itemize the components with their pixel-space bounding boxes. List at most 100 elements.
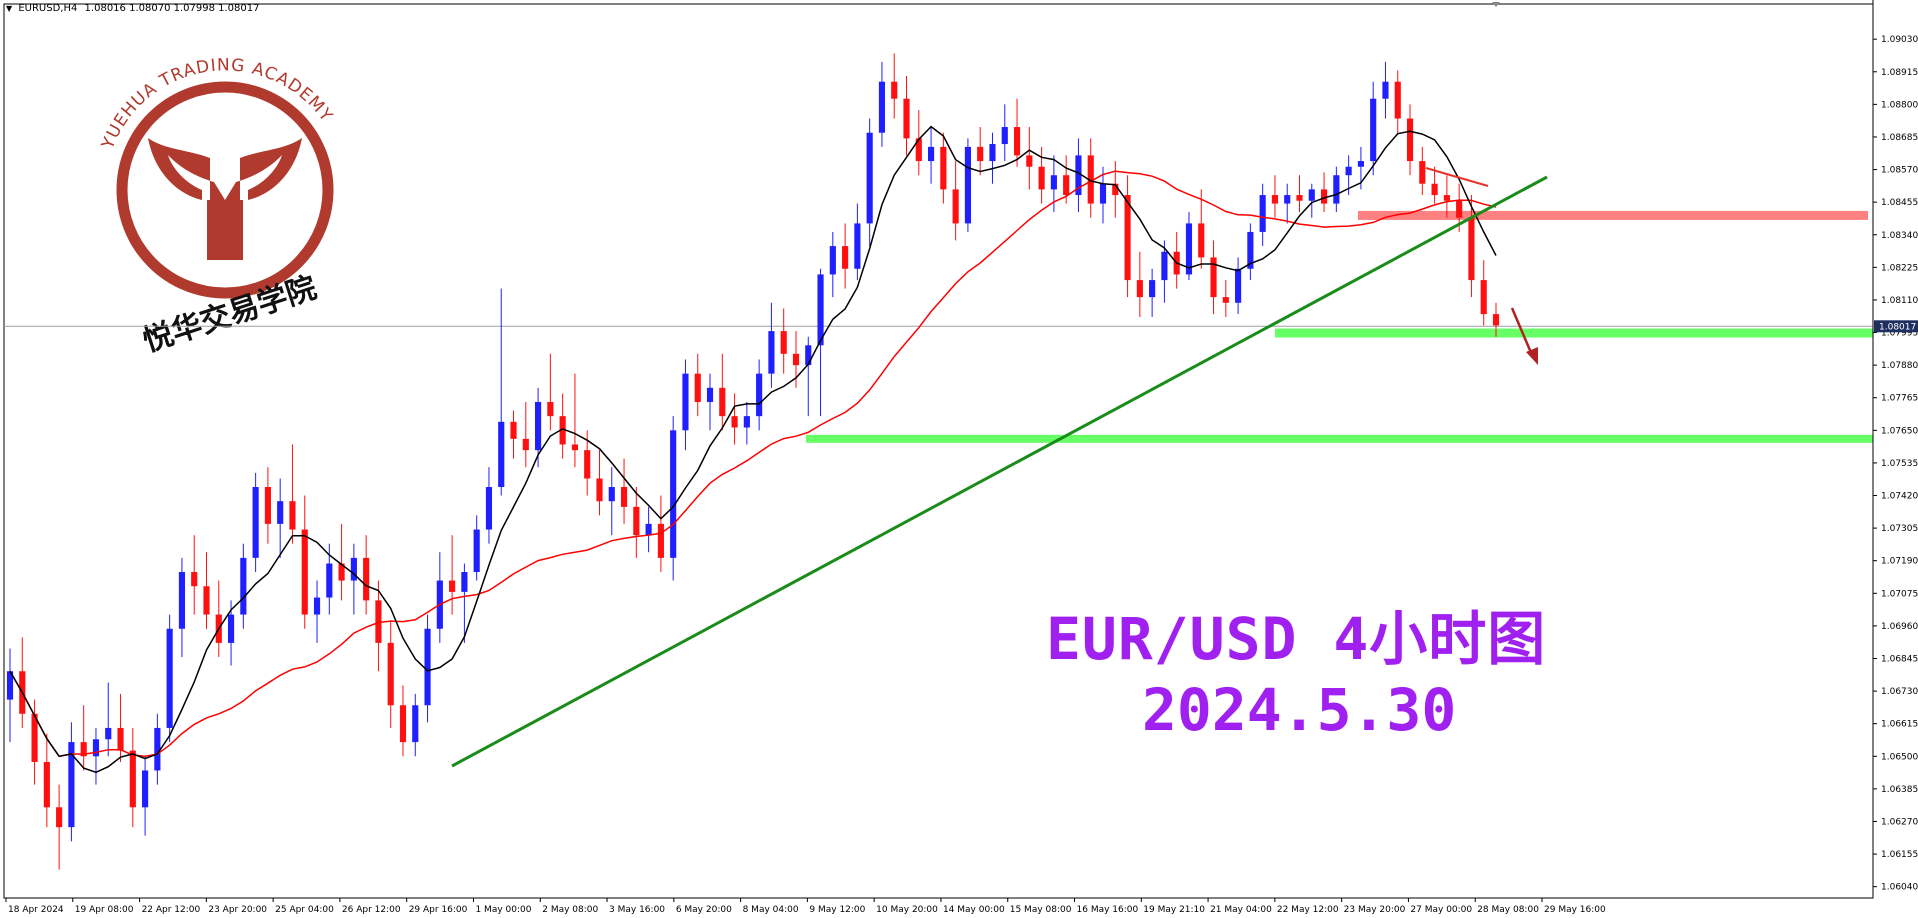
candle-body — [1296, 195, 1303, 201]
price-tick-label: 1.07420 — [1881, 492, 1918, 502]
chart-title-line1: EUR/USD 4小时图 — [1046, 605, 1547, 673]
candle-body — [473, 529, 480, 573]
time-axis[interactable]: 18 Apr 2024 19 Apr 08:00 22 Apr 12:00 23 Ap… — [4, 897, 1873, 915]
candle-body — [166, 628, 173, 728]
time-tick-label: 1 May 00:00 — [475, 905, 531, 915]
price-tick-label: 1.07765 — [1881, 394, 1918, 404]
candle-body — [633, 506, 640, 536]
candle-body — [731, 416, 738, 428]
candle-body — [952, 189, 959, 224]
candle-body — [989, 144, 996, 162]
candle-body — [1259, 195, 1266, 232]
candle-body — [817, 274, 824, 346]
price-tick-label: 1.06730 — [1881, 687, 1918, 697]
time-tick-label: 21 May 04:00 — [1210, 905, 1272, 915]
candle-body — [743, 416, 750, 428]
candle-body — [1222, 297, 1229, 303]
candle-body — [117, 727, 124, 751]
candle-body — [1050, 175, 1057, 190]
price-tick-label: 1.07305 — [1881, 524, 1918, 534]
candle-body — [350, 557, 357, 581]
support-zone-lower — [806, 434, 1873, 443]
candle-body — [1492, 314, 1500, 326]
logo-emblem-icon — [148, 138, 302, 260]
price-tick-label: 1.08570 — [1881, 166, 1918, 176]
time-tick-label: 27 May 00:00 — [1410, 905, 1472, 915]
candle-body — [399, 705, 407, 743]
candle-body — [461, 572, 468, 592]
price-axis[interactable]: 1.09030 1.08915 1.08800 1.08685 1.08570 1.084… — [1872, 0, 1918, 898]
candle-body — [866, 132, 873, 224]
candle-body — [1320, 189, 1328, 204]
price-tick-label: 1.07535 — [1881, 459, 1918, 469]
candle-body — [878, 81, 886, 133]
candle-body — [80, 742, 87, 757]
candle-body — [227, 614, 235, 643]
dropdown-triangle-icon[interactable]: ▼ — [6, 4, 13, 13]
price-tick-label: 1.08800 — [1881, 100, 1918, 110]
time-tick-label: 15 May 08:00 — [1010, 905, 1072, 915]
candle-body — [92, 739, 100, 757]
time-tick-label: 2 May 08:00 — [542, 905, 598, 915]
price-tick-label: 1.06155 — [1881, 850, 1918, 860]
candle-body — [964, 146, 971, 224]
candle-body — [412, 705, 419, 743]
logo-stem — [207, 200, 243, 260]
moving-averages — [9, 125, 1497, 774]
candle-body — [1284, 195, 1291, 204]
candle-body — [252, 487, 259, 558]
candle-body — [387, 642, 394, 706]
candle-body — [719, 387, 726, 417]
chart-drawings — [451, 167, 1548, 768]
candle-body — [829, 246, 836, 275]
time-tick-label: 18 Apr 2024 — [8, 905, 64, 915]
price-tick-label: 1.09030 — [1881, 35, 1918, 45]
candle-body — [522, 438, 529, 451]
price-tick-label: 1.06040 — [1881, 883, 1918, 893]
candle-body — [977, 146, 984, 162]
candle-body — [928, 146, 935, 162]
price-tick-label: 1.07650 — [1881, 426, 1918, 436]
time-tick-label: 22 May 12:00 — [1277, 905, 1339, 915]
short-resistance-line — [1425, 167, 1489, 187]
uptrend-line — [451, 175, 1548, 768]
candle-body — [1370, 98, 1377, 162]
scroll-marker-icon — [1492, 2, 1500, 7]
candle-body — [510, 421, 517, 439]
price-tick-label: 1.08110 — [1881, 296, 1918, 306]
candle-body — [43, 761, 50, 808]
candle-body — [547, 401, 554, 417]
down-arrow-icon — [1526, 347, 1538, 365]
candle-body — [584, 450, 591, 479]
price-levels — [4, 210, 1873, 443]
candle-body — [756, 373, 763, 417]
time-tick-label: 28 May 08:00 — [1477, 905, 1539, 915]
candle-body — [338, 563, 345, 581]
candle-body — [1161, 251, 1168, 281]
candle-body — [1468, 217, 1475, 281]
ma-fast-line — [9, 125, 1497, 774]
candle-body — [1198, 223, 1205, 258]
time-tick-label: 3 May 16:00 — [609, 905, 665, 915]
candle-body — [1149, 280, 1156, 298]
candle-body — [1406, 118, 1414, 162]
candle-body — [289, 501, 296, 530]
price-tick-label: 1.07995 — [1881, 329, 1918, 339]
time-tick-label: 14 May 00:00 — [943, 905, 1005, 915]
candle-body — [1443, 195, 1450, 201]
candle-body — [68, 742, 75, 828]
logo-ring — [116, 81, 334, 299]
candle-body — [792, 353, 800, 366]
candle-body — [277, 501, 284, 524]
time-tick-label: 6 May 20:00 — [676, 905, 732, 915]
current-price-label: 1.08017 — [1879, 322, 1916, 332]
candle-body — [301, 529, 308, 615]
candle-body — [620, 487, 628, 507]
time-tick-label: 10 May 20:00 — [876, 905, 938, 915]
candle-body — [6, 671, 14, 700]
candle-body — [1063, 175, 1070, 196]
candle-body — [56, 807, 63, 828]
candle-body — [535, 401, 542, 451]
time-tick-label: 8 May 04:00 — [743, 905, 799, 915]
